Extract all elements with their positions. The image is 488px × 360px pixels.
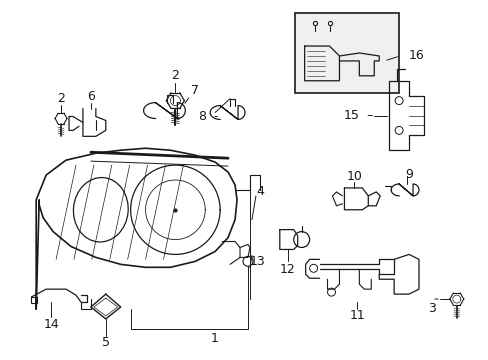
- Text: 15: 15: [343, 109, 359, 122]
- Text: 13: 13: [249, 255, 265, 268]
- Text: 4: 4: [255, 185, 264, 198]
- Text: 10: 10: [346, 170, 362, 183]
- Text: 5: 5: [102, 336, 110, 349]
- Text: 7: 7: [191, 84, 199, 97]
- Text: 3: 3: [427, 302, 435, 315]
- Bar: [294, 13, 398, 93]
- Text: 11: 11: [349, 310, 365, 323]
- Text: 1: 1: [210, 332, 218, 345]
- Text: 9: 9: [404, 167, 412, 181]
- Text: 12: 12: [279, 263, 295, 276]
- Text: 6: 6: [87, 90, 95, 103]
- Text: 2: 2: [171, 69, 179, 82]
- Text: 16: 16: [408, 49, 424, 63]
- Text: 8: 8: [198, 110, 206, 123]
- Text: 2: 2: [57, 92, 65, 105]
- Text: 14: 14: [43, 318, 59, 331]
